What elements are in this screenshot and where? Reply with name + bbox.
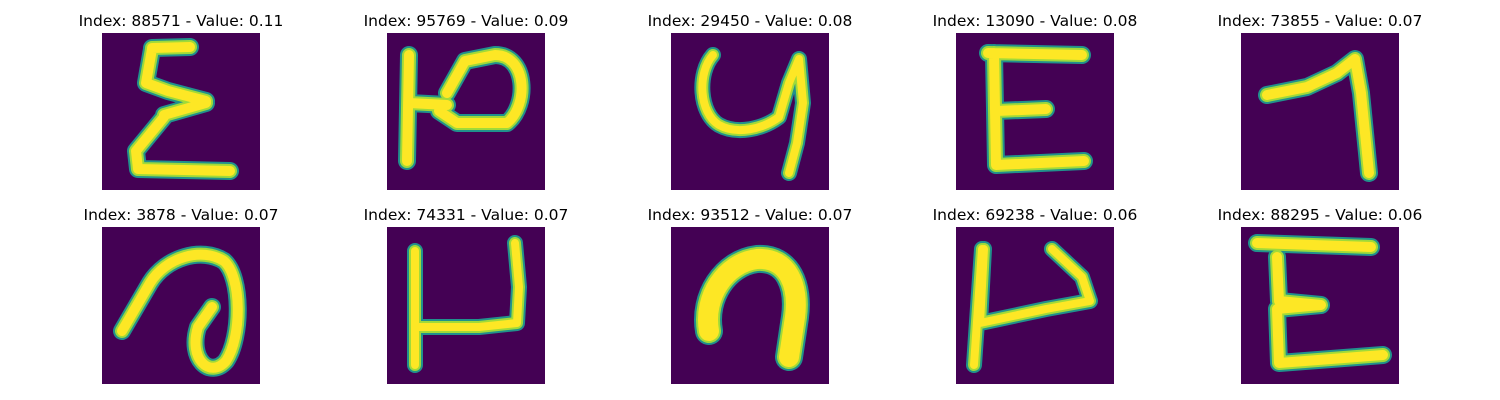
digit-image (102, 33, 260, 190)
panel-title: Index: 3878 - Value: 0.07 (83, 206, 279, 224)
digit-image (671, 227, 829, 384)
digit-image (671, 33, 829, 190)
digit-image (956, 33, 1114, 190)
panel-6: Index: 3878 - Value: 0.07 (51, 206, 311, 386)
panel-title: Index: 93512 - Value: 0.07 (647, 206, 853, 224)
panel-1: Index: 88571 - Value: 0.11 (51, 12, 311, 192)
digit-image (1241, 33, 1399, 190)
digit-image (387, 33, 545, 190)
digit-image (956, 227, 1114, 384)
panel-4: Index: 13090 - Value: 0.08 (905, 12, 1165, 192)
panel-title: Index: 95769 - Value: 0.09 (363, 12, 569, 30)
digit-image (387, 227, 545, 384)
panel-10: Index: 88295 - Value: 0.06 (1190, 206, 1450, 386)
panel-title: Index: 29450 - Value: 0.08 (647, 12, 853, 30)
panel-8: Index: 93512 - Value: 0.07 (620, 206, 880, 386)
panel-title: Index: 88295 - Value: 0.06 (1217, 206, 1423, 224)
panel-title: Index: 88571 - Value: 0.11 (78, 12, 284, 30)
panel-title: Index: 74331 - Value: 0.07 (363, 206, 569, 224)
panel-title: Index: 69238 - Value: 0.06 (932, 206, 1138, 224)
panel-9: Index: 69238 - Value: 0.06 (905, 206, 1165, 386)
panel-title: Index: 13090 - Value: 0.08 (932, 12, 1138, 30)
panel-3: Index: 29450 - Value: 0.08 (620, 12, 880, 192)
digit-image (1241, 227, 1399, 384)
panel-title: Index: 73855 - Value: 0.07 (1217, 12, 1423, 30)
panel-7: Index: 74331 - Value: 0.07 (336, 206, 596, 386)
panel-2: Index: 95769 - Value: 0.09 (336, 12, 596, 192)
digit-image (102, 227, 260, 384)
panel-5: Index: 73855 - Value: 0.07 (1190, 12, 1450, 192)
